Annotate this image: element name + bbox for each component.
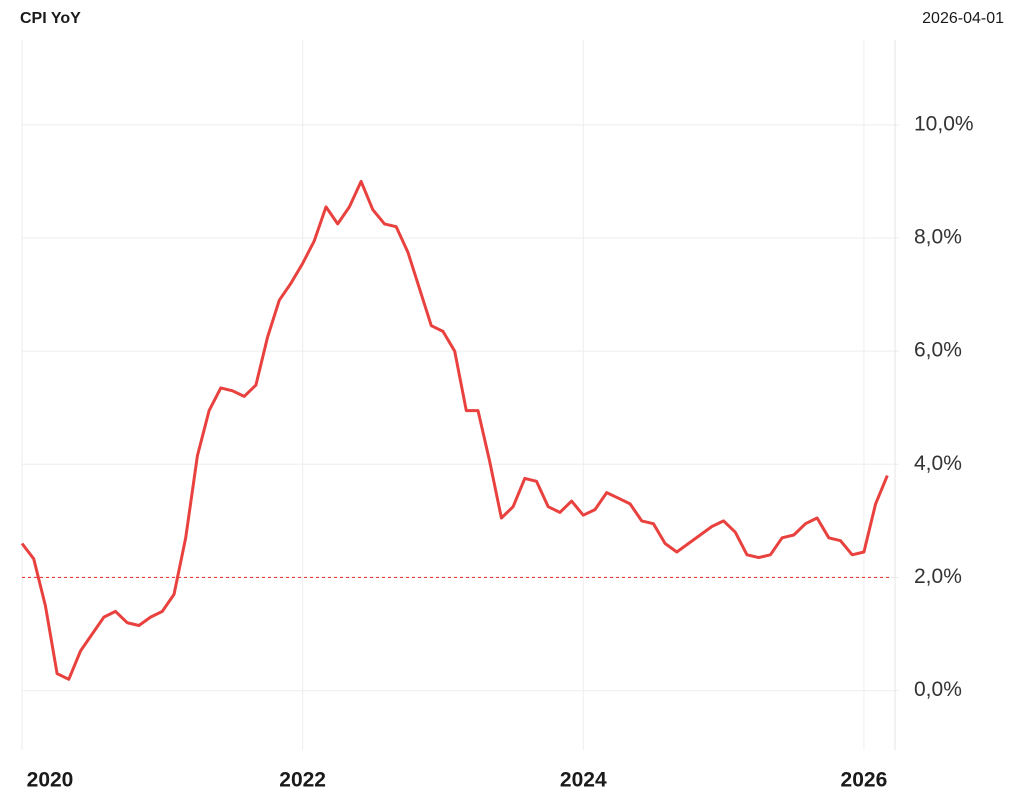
y-tick-label: 6,0% [914, 339, 962, 362]
y-tick-label: 0,0% [914, 678, 962, 701]
line-series [20, 179, 889, 681]
y-tick-label: 2,0% [914, 565, 962, 588]
y-tick-label: 10,0% [914, 112, 974, 135]
chart-date: 2026-04-01 [922, 10, 1004, 27]
chart-title: CPI YoY [20, 10, 81, 27]
x-tick-label: 2024 [560, 769, 607, 792]
x-tick-label: 2020 [27, 769, 74, 792]
y-tick-label: 8,0% [914, 226, 962, 249]
x-tick-label: 2022 [279, 769, 326, 792]
y-tick-label: 4,0% [914, 452, 962, 475]
x-tick-label: 2026 [841, 769, 888, 792]
